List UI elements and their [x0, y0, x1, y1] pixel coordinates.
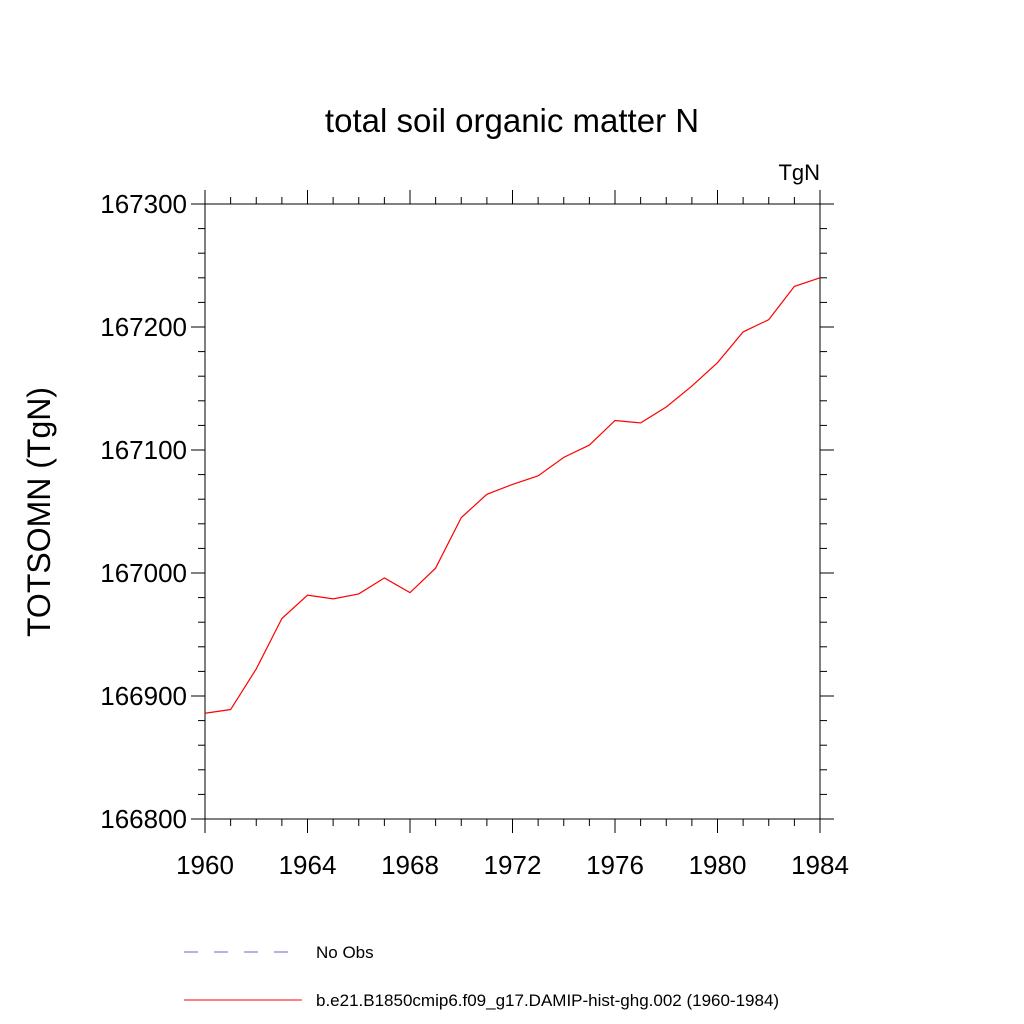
y-tick-label: 167100 [100, 435, 187, 465]
units-label: TgN [778, 160, 820, 185]
series-line-1 [204, 277, 821, 714]
y-tick-label: 166900 [100, 681, 187, 711]
chart-title: total soil organic matter N [325, 102, 699, 139]
y-tick-label: 167200 [100, 312, 187, 342]
legend-label-0: No Obs [316, 943, 374, 962]
plot-area: 1960 1964 1968 1972 1976 1980 1984 166800 166900… [100, 189, 849, 880]
x-tick-label: 1964 [279, 850, 337, 880]
x-tick-label: 1976 [586, 850, 644, 880]
x-tick-label: 1968 [381, 850, 439, 880]
x-tick-label: 1980 [689, 850, 747, 880]
plot-frame [204, 203, 821, 820]
y-tick-label: 166800 [100, 804, 187, 834]
legend: No Obs b.e21.B1850cmip6.f09_g17.DAMIP-his… [184, 943, 779, 1010]
x-tick-label: 1960 [176, 850, 234, 880]
x-tick-label: 1984 [791, 850, 849, 880]
y-tick-label: 167000 [100, 558, 187, 588]
legend-label-1: b.e21.B1850cmip6.f09_g17.DAMIP-hist-ghg.… [316, 991, 779, 1010]
y-tick-label: 167300 [100, 189, 187, 219]
y-axis-label: TOTSOMN (TgN) [21, 387, 57, 637]
x-tick-label: 1972 [484, 850, 542, 880]
